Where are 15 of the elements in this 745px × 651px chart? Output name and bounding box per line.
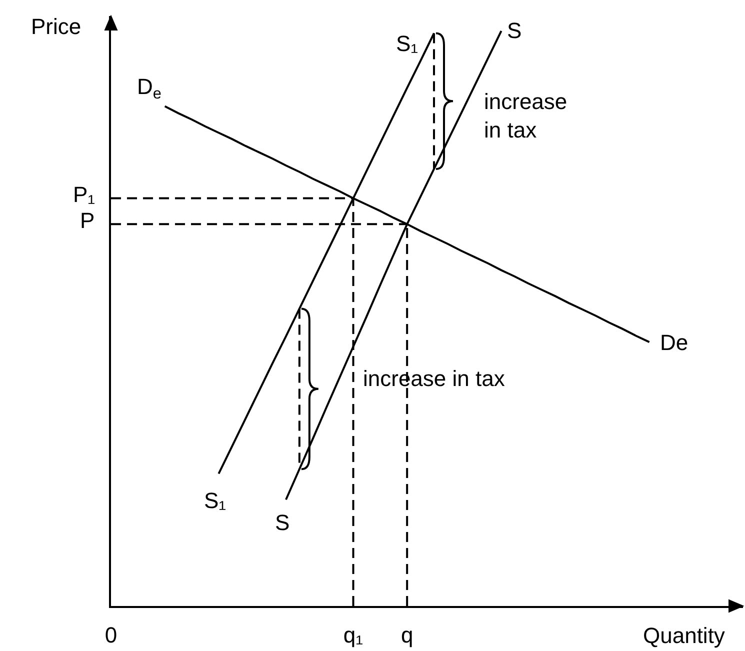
annotation: increase in tax xyxy=(484,89,568,143)
series-label: P xyxy=(80,208,95,233)
series-label: D$_{e}$ xyxy=(137,74,162,103)
annotation: S₁ xyxy=(204,488,226,513)
annotation: De xyxy=(660,330,688,355)
series-label: P₁ xyxy=(73,182,96,207)
y-axis-title: Price xyxy=(31,14,82,39)
x-tick-label: q xyxy=(400,622,414,648)
annotation: S xyxy=(275,510,290,535)
x-tick-label: 0 xyxy=(104,622,118,648)
series-label: S₁ xyxy=(396,31,418,56)
x-axis-title: Quantity xyxy=(643,623,725,648)
series-label: S xyxy=(507,18,522,43)
annotation: increase in tax xyxy=(363,366,505,391)
x-tick-label: q₁ xyxy=(343,622,364,648)
